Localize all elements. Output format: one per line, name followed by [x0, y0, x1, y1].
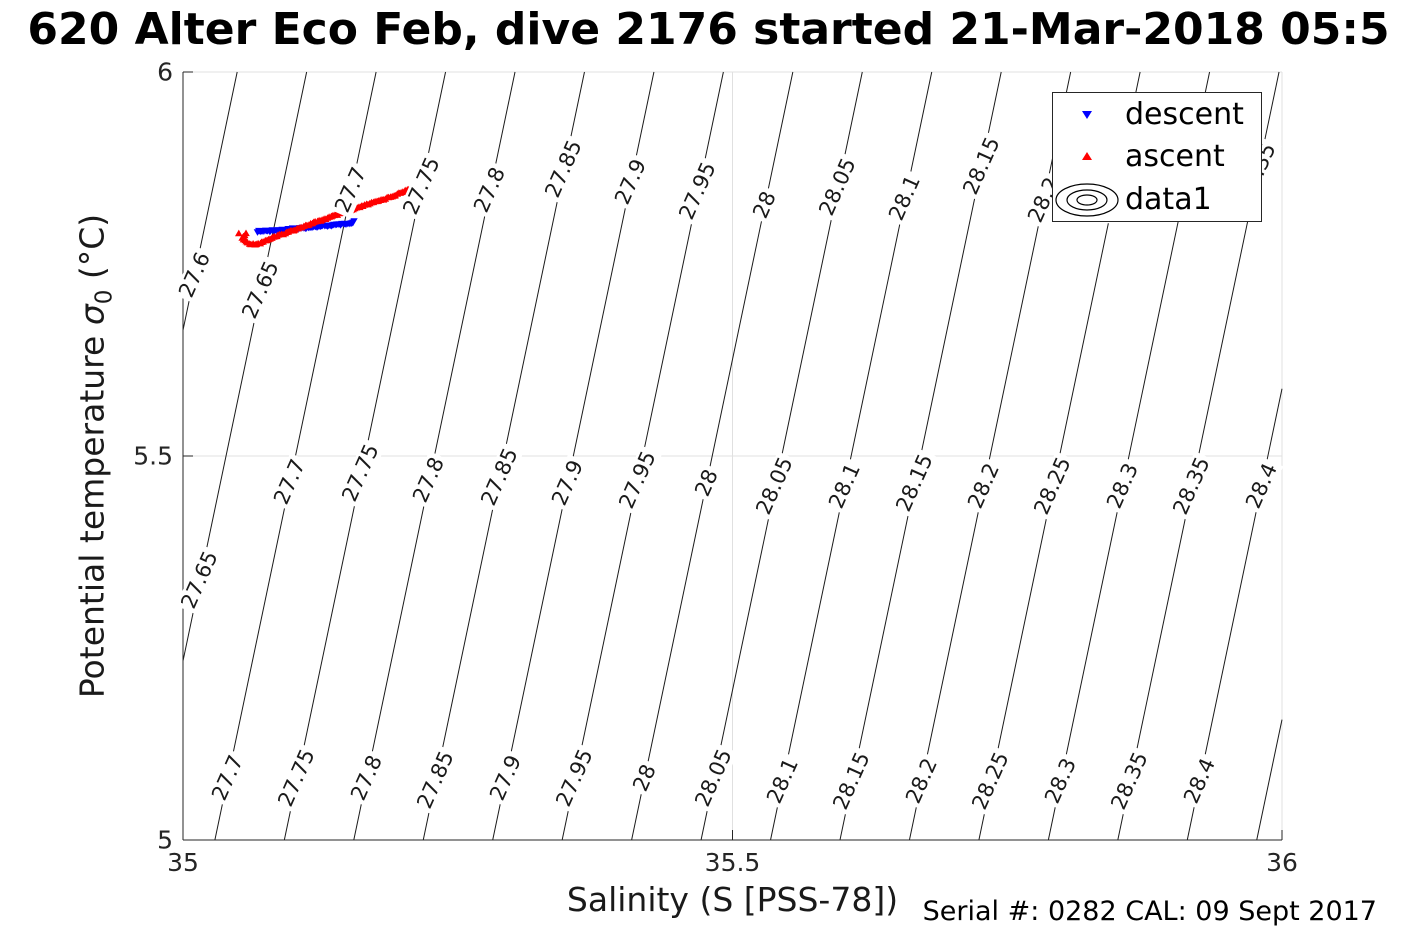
- triangle-up-icon: [1082, 151, 1092, 160]
- legend-label: data1: [1125, 182, 1212, 218]
- x-tick-label: 35.5: [704, 848, 761, 877]
- legend-item-ascent: ascent: [1053, 137, 1261, 177]
- sigma-symbol: σ: [72, 304, 112, 326]
- serial-cal-note: Serial #: 0282 CAL: 09 Sept 2017: [922, 896, 1377, 927]
- x-axis-label: Salinity (S [PSS-78]): [566, 880, 899, 919]
- legend-label: descent: [1125, 96, 1244, 132]
- x-tick-label: 36: [1266, 848, 1298, 877]
- contour-line-28.45: [1256, 719, 1283, 841]
- legend-label: ascent: [1125, 139, 1225, 175]
- x-tick-label: 35: [167, 848, 199, 877]
- legend: descent ascent data1: [1052, 92, 1262, 222]
- sigma-subscript: 0: [91, 289, 118, 305]
- ascent-series-markers: [235, 184, 416, 248]
- figure-title: 620 Alter Eco Feb, dive 2176 started 21-…: [27, 4, 1390, 55]
- y-tick-label: 5.5: [133, 441, 173, 471]
- y-axis-label-text: Potential temperature: [72, 325, 112, 699]
- y-tick-label: 5: [157, 825, 173, 855]
- contour-rings-icon: [1055, 183, 1119, 217]
- triangle-down-icon: [1082, 111, 1092, 120]
- y-axis-units: (°C): [72, 213, 112, 290]
- y-tick-label: 6: [157, 57, 173, 87]
- legend-item-descent: descent: [1053, 94, 1261, 134]
- legend-item-data1: data1: [1053, 180, 1261, 220]
